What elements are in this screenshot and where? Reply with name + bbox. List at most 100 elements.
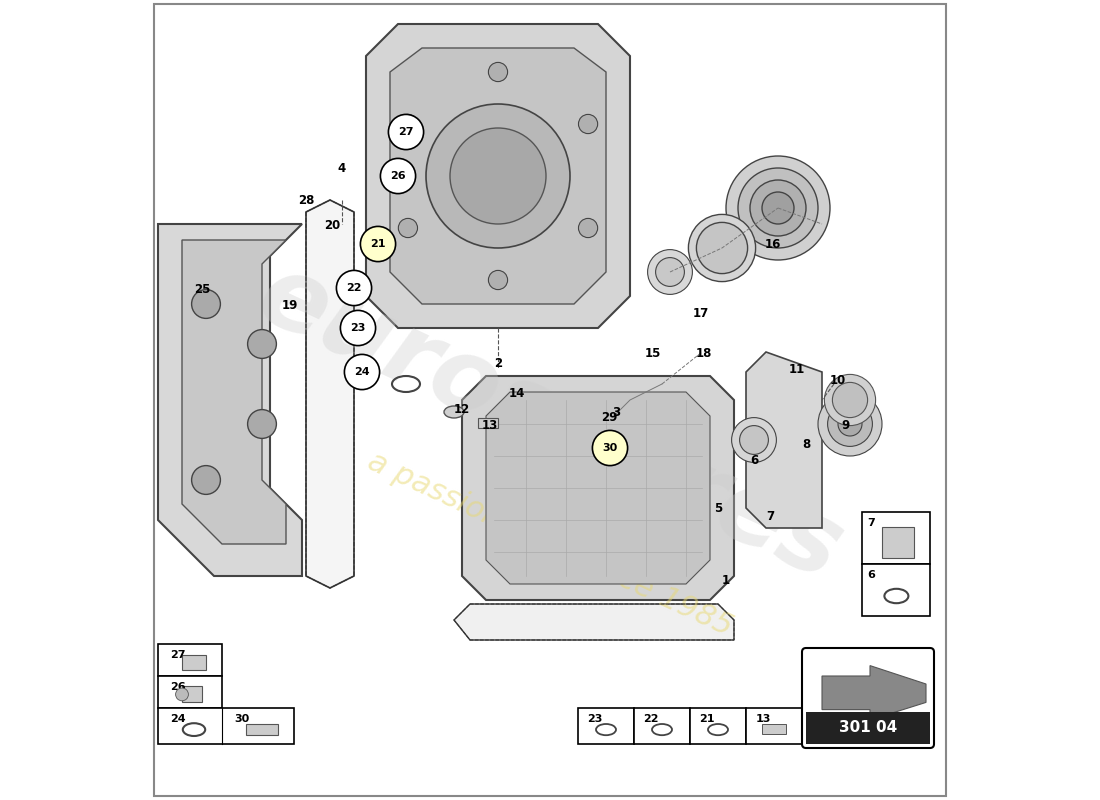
Text: 301 04: 301 04 [839,721,898,735]
Bar [862,512,929,564]
Text: 22: 22 [346,283,362,293]
Bar [862,564,929,616]
Text: 27: 27 [170,650,186,659]
Circle shape [248,410,276,438]
Text: 26: 26 [390,171,406,181]
Text: 20: 20 [324,219,341,232]
Circle shape [762,192,794,224]
Circle shape [337,270,372,306]
Circle shape [827,402,872,446]
Polygon shape [366,24,630,328]
Polygon shape [822,666,926,720]
Circle shape [361,226,396,262]
Circle shape [838,412,862,436]
Circle shape [818,392,882,456]
Bar [246,724,278,735]
Text: 23: 23 [587,714,603,723]
Circle shape [593,430,628,466]
Polygon shape [158,224,302,576]
Circle shape [739,426,769,454]
Bar [182,686,202,702]
Text: 7: 7 [868,518,876,528]
Text: 18: 18 [695,347,712,360]
Polygon shape [462,376,734,600]
Circle shape [648,250,692,294]
Polygon shape [390,48,606,304]
Circle shape [340,310,375,346]
Text: 23: 23 [350,323,365,333]
Circle shape [191,290,220,318]
Text: 10: 10 [829,374,846,386]
Text: 4: 4 [338,162,346,174]
Text: 9: 9 [842,419,850,432]
Circle shape [488,270,507,290]
Text: 3: 3 [613,406,620,418]
Circle shape [750,180,806,236]
Bar [578,708,634,744]
Text: 6: 6 [750,454,758,466]
Ellipse shape [444,406,464,418]
Text: 15: 15 [645,347,661,360]
Circle shape [176,688,188,701]
Bar [806,712,930,744]
Text: 21: 21 [371,239,386,249]
Circle shape [833,382,868,418]
Circle shape [579,218,597,238]
Bar [690,708,746,744]
Bar [762,724,786,734]
Text: 13: 13 [756,714,771,723]
Bar [158,676,222,708]
Bar [158,708,294,744]
Text: 7: 7 [766,510,774,522]
Circle shape [488,62,507,82]
Text: 30: 30 [603,443,617,453]
Text: 12: 12 [454,403,470,416]
Text: 27: 27 [398,127,414,137]
Text: 11: 11 [789,363,804,376]
Text: 8: 8 [802,438,810,450]
Circle shape [450,128,546,224]
Circle shape [426,104,570,248]
Text: 6: 6 [868,570,876,579]
Polygon shape [182,240,286,544]
Circle shape [344,354,380,390]
Text: 24: 24 [354,367,370,377]
Text: 25: 25 [194,283,210,296]
Text: 28: 28 [298,194,315,206]
Polygon shape [306,200,354,588]
Circle shape [248,330,276,358]
Polygon shape [486,392,710,584]
Text: 1: 1 [722,574,730,586]
Circle shape [696,222,748,274]
Circle shape [398,218,418,238]
Circle shape [824,374,876,426]
Circle shape [689,214,756,282]
Circle shape [738,168,818,248]
Circle shape [381,158,416,194]
Text: 24: 24 [170,714,186,723]
Bar [182,655,206,670]
Text: 19: 19 [282,299,298,312]
Polygon shape [746,352,822,528]
Text: 2: 2 [494,358,502,370]
Text: 21: 21 [700,714,715,723]
Bar [478,418,498,428]
Text: 26: 26 [170,682,186,691]
Bar [158,644,222,676]
Polygon shape [454,604,734,640]
Circle shape [732,418,777,462]
Circle shape [388,114,424,150]
Text: eurospares: eurospares [243,246,857,602]
Circle shape [579,114,597,134]
Text: a passion for... since 1985: a passion for... since 1985 [363,446,737,642]
Circle shape [656,258,684,286]
Bar [882,527,914,558]
Text: 16: 16 [764,238,781,250]
Text: 30: 30 [234,714,250,723]
FancyBboxPatch shape [802,648,934,748]
Text: 14: 14 [508,387,525,400]
Bar [746,708,802,744]
Text: 22: 22 [644,714,659,723]
Text: 13: 13 [482,419,498,432]
Circle shape [726,156,830,260]
